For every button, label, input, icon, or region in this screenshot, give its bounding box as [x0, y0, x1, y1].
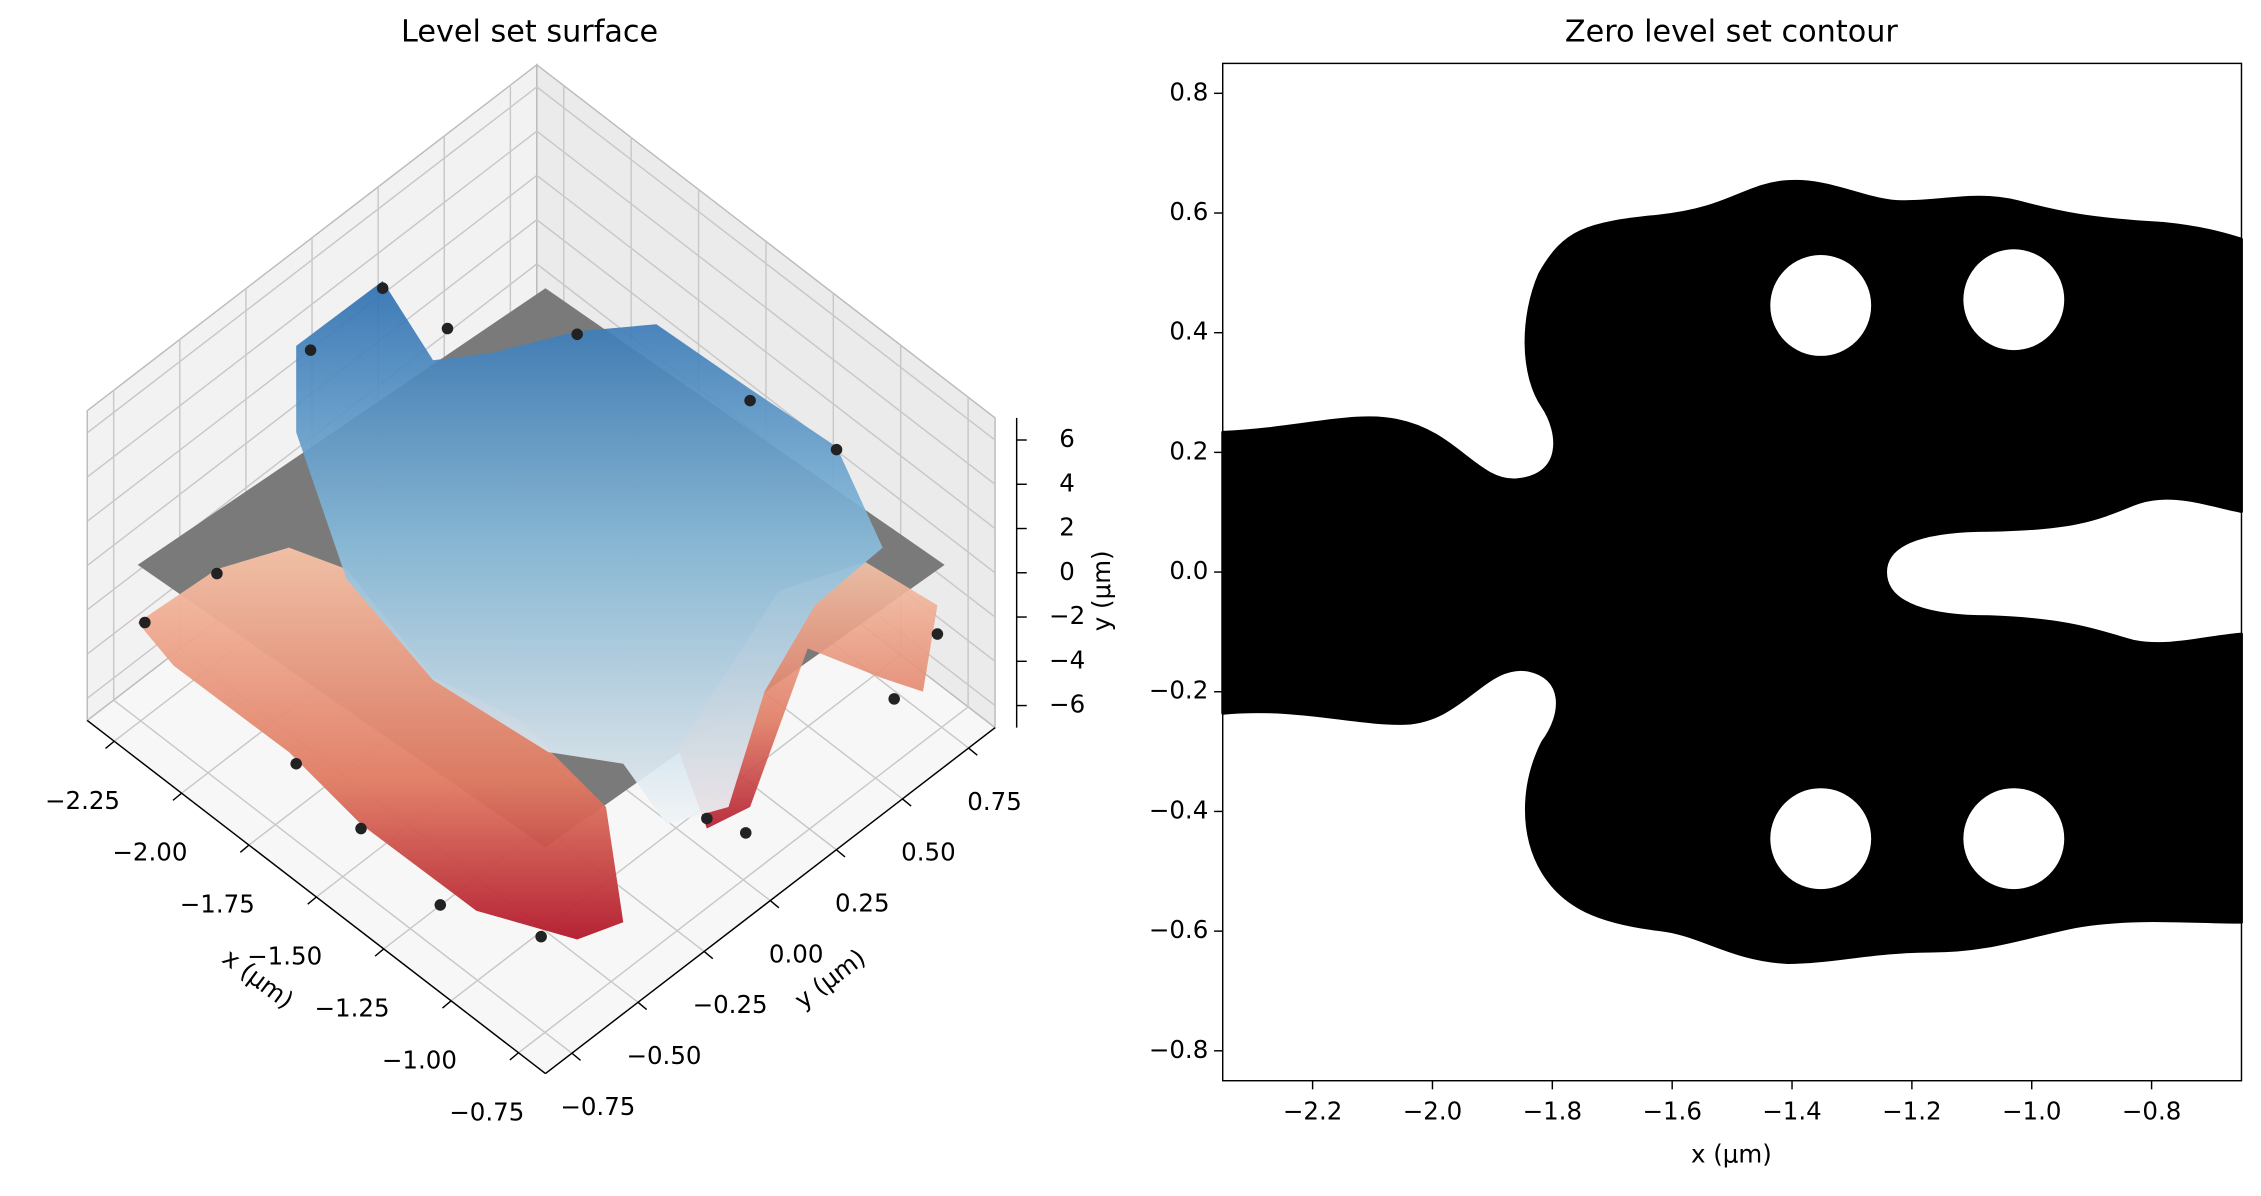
surface-low [137, 547, 624, 940]
x-axis-label: x (μm) [1691, 1140, 1772, 1169]
hole [1770, 255, 1872, 356]
y-tick-label: 0.0 [1169, 556, 1208, 585]
y-tick-label: 0.8 [1169, 77, 1208, 106]
y-tick-label: −0.25 [693, 990, 768, 1019]
tick-mark [307, 896, 317, 905]
z-tick-label: −2 [1049, 601, 1085, 630]
surface-low [678, 561, 938, 829]
tick-mark [442, 1000, 452, 1009]
tick-mark [571, 1052, 582, 1061]
z-tick-label: 6 [1059, 424, 1075, 453]
axis-line [545, 727, 996, 1075]
z-tick-label: −6 [1049, 690, 1085, 719]
surface-high [296, 280, 883, 825]
y-tick-label: −0.75 [560, 1092, 635, 1121]
grid-line [536, 86, 996, 441]
x-tick-label: −0.8 [2122, 1096, 2181, 1125]
z-axis-label: y (μm) [1087, 550, 1116, 631]
tick-mark [968, 747, 978, 756]
x-tick-label: −1.25 [315, 993, 390, 1022]
x-tick-label: −1.75 [180, 890, 255, 919]
tick-mark [105, 740, 115, 750]
hole [1963, 788, 2065, 890]
tick-mark [902, 798, 912, 807]
grid-line [536, 174, 996, 530]
y-tick-label: −0.50 [626, 1041, 701, 1070]
chart-title: Zero level set contour [1565, 15, 1898, 50]
z-tick-label: 0 [1059, 557, 1075, 586]
y-tick-label: 0.75 [967, 787, 1022, 816]
x-tick-label: −1.8 [1523, 1096, 1582, 1125]
tick-mark [509, 1052, 519, 1061]
x-tick-label: −1.2 [1882, 1096, 1941, 1125]
surface [137, 280, 945, 943]
y-tick-label: 0.00 [769, 939, 824, 968]
x-tick-label: −1.00 [382, 1045, 457, 1074]
y-tick-label: 0.50 [901, 838, 956, 867]
z-tick-label: 4 [1059, 468, 1075, 497]
y-tick-label: −0.4 [1149, 795, 1208, 824]
grid-line [536, 219, 996, 574]
zero-level-region [1221, 179, 2243, 965]
y-tick-label: 0.2 [1169, 436, 1208, 465]
tick-mark [703, 950, 714, 960]
y-tick-label: −0.8 [1149, 1035, 1208, 1064]
tick-mark [374, 948, 385, 957]
x-tick-label: −2.25 [45, 786, 120, 815]
hole [1963, 249, 2065, 351]
tick-mark [172, 792, 183, 801]
x-tick-label: −2.2 [1283, 1096, 1342, 1125]
y-tick-label: −0.2 [1149, 676, 1208, 705]
y-tick-label: 0.4 [1169, 317, 1208, 346]
x-tick-label: −2.0 [1403, 1096, 1462, 1125]
y-tick-label: −0.6 [1149, 915, 1208, 944]
x-tick-label: −0.75 [449, 1097, 524, 1126]
x-tick-label: −1.4 [1762, 1096, 1821, 1125]
contour-region [1221, 179, 2243, 965]
z-tick-label: −4 [1049, 645, 1085, 674]
grid-line [86, 86, 538, 434]
z-tick-label: 2 [1059, 513, 1075, 542]
tick-mark [769, 900, 780, 909]
grid-line [86, 130, 538, 478]
axes-2d: −2.2 −2.0 −1.8 −1.6 −1.4 −1.2 −1.0 −0.8 0.8 0.6 0.… [1149, 77, 2181, 1125]
axes-3d: −2.25 −2.00 −1.75 −1.50 −1.25 −1.00 −0.75 0.75 0… [45, 417, 1085, 1126]
x-tick-label: −1.50 [247, 942, 322, 971]
grid-line [113, 699, 573, 1054]
x-tick-label: −1.0 [2002, 1096, 2061, 1125]
y-tick-label: 0.6 [1169, 197, 1208, 226]
axis-line [86, 719, 546, 1075]
hole [1770, 788, 1872, 890]
x-tick-label: −2.00 [112, 838, 187, 867]
tick-mark [835, 849, 846, 858]
y-tick-label: 0.25 [835, 889, 890, 918]
surface-dots [139, 282, 944, 943]
x-tick-label: −1.6 [1642, 1096, 1701, 1125]
tick-mark [637, 1001, 648, 1011]
grid-line [536, 130, 996, 485]
tick-mark [239, 844, 250, 853]
chart-title: Level set surface [401, 15, 658, 50]
